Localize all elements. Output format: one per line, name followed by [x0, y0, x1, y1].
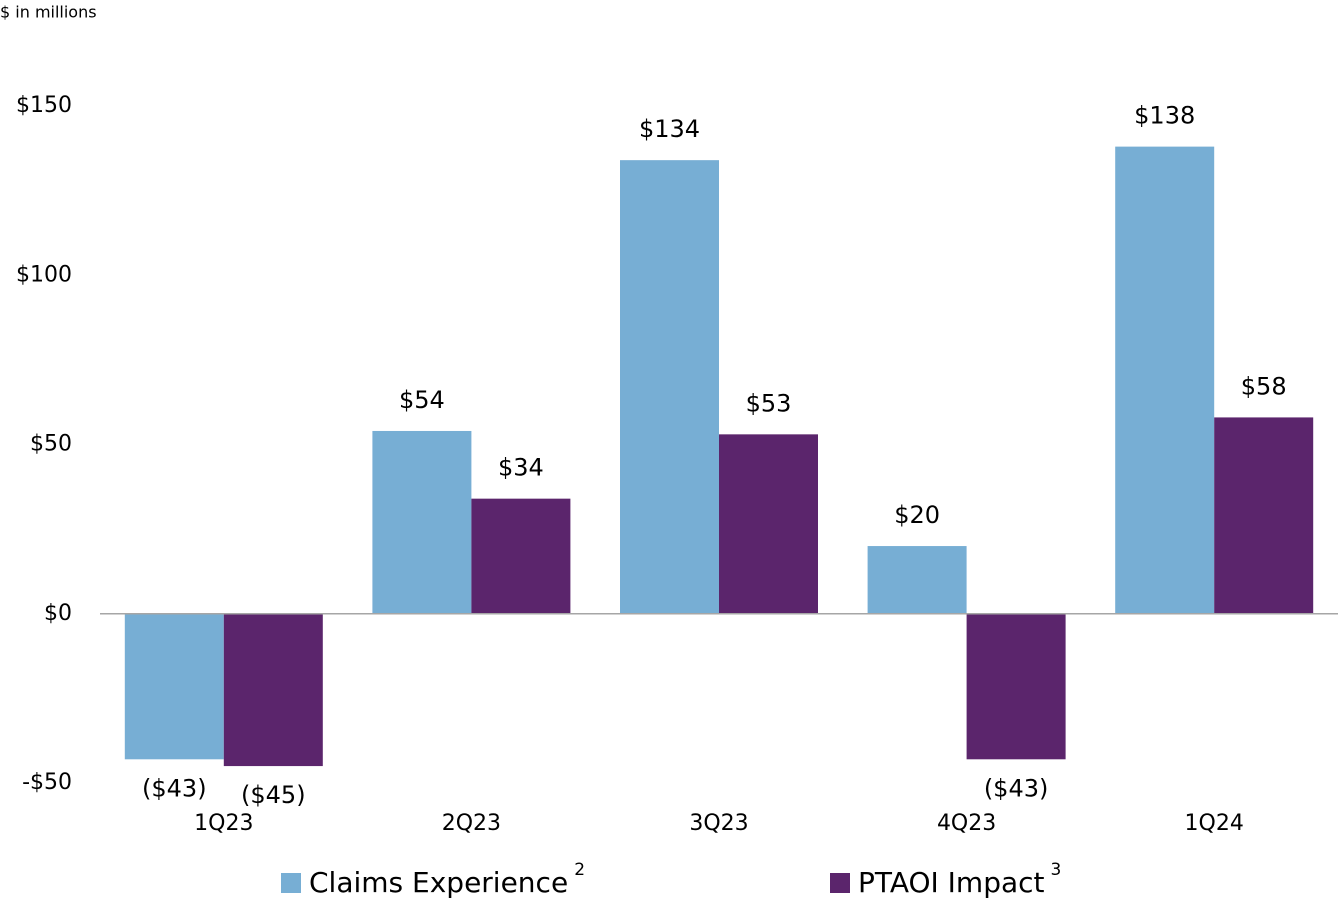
legend-label: Claims Experience: [309, 866, 568, 899]
bar: [1115, 146, 1215, 614]
data-label: ($43): [984, 774, 1049, 802]
data-label: $58: [1241, 372, 1287, 400]
x-tick-label: 2Q23: [442, 811, 501, 836]
x-tick-label: 1Q24: [1185, 811, 1244, 836]
data-label: $134: [639, 115, 700, 143]
y-tick-label: $50: [30, 432, 72, 457]
bar: [223, 613, 323, 767]
bar: [124, 613, 224, 760]
legend-label: PTAOI Impact: [858, 866, 1045, 899]
chart-subtitle: $ in millions: [0, 3, 97, 22]
y-tick-label: $150: [16, 93, 72, 118]
bar: [867, 546, 967, 614]
bar: [471, 498, 571, 614]
y-tick-label: $0: [44, 601, 72, 626]
x-tick-label: 3Q23: [689, 811, 748, 836]
legend-footnote: 3: [1051, 860, 1062, 880]
bar: [966, 613, 1066, 760]
x-tick-label: 4Q23: [937, 811, 996, 836]
bar: [719, 434, 818, 614]
data-label: ($43): [142, 774, 207, 802]
data-label: $34: [498, 454, 544, 482]
data-label: $20: [894, 501, 940, 529]
bar: [620, 160, 719, 614]
legend-footnote: 2: [574, 860, 585, 880]
y-tick-label: -$50: [22, 770, 72, 795]
y-tick-label: $100: [16, 262, 72, 287]
legend-swatch: [830, 873, 850, 893]
legend-swatch: [281, 873, 301, 893]
bar: [372, 430, 472, 614]
data-label: $54: [399, 386, 445, 414]
bar: [1214, 417, 1314, 614]
data-label: $138: [1134, 102, 1195, 130]
data-label: $53: [746, 389, 792, 417]
x-tick-label: 1Q23: [194, 811, 253, 836]
data-label: ($45): [241, 781, 306, 809]
